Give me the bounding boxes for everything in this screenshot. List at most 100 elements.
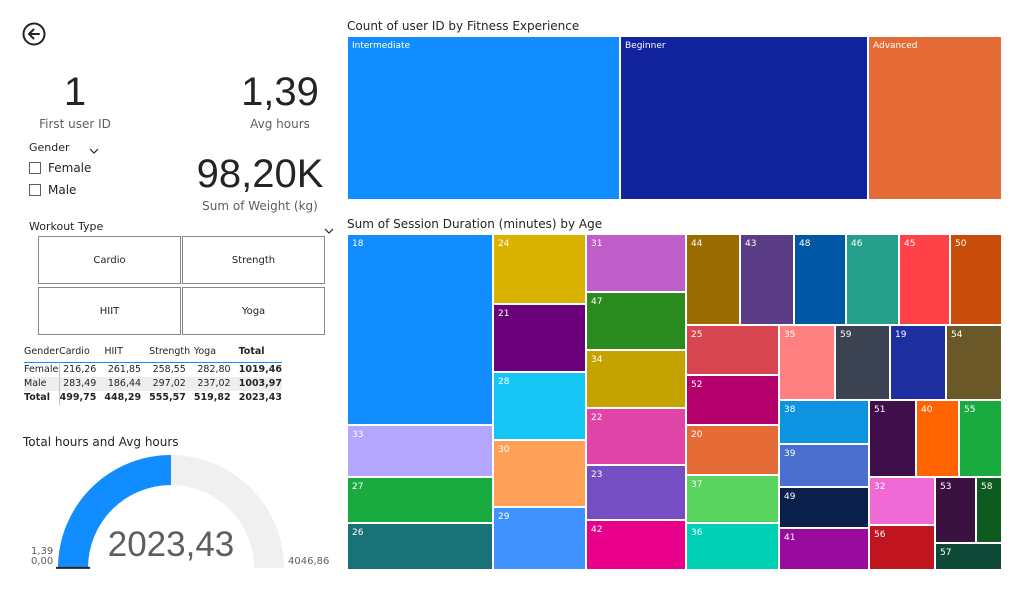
age-cell-42[interactable]: 42 [586, 520, 686, 570]
age-cell-49[interactable]: 49 [779, 487, 869, 528]
gauge-chart[interactable] [55, 452, 287, 570]
treemap-cell-label: 25 [691, 330, 703, 340]
age-cell-37[interactable]: 37 [686, 475, 779, 523]
matrix-cell: 216,26 [63, 364, 97, 376]
treemap-cell-label: 21 [498, 309, 510, 319]
age-cell-19[interactable]: 19 [890, 325, 946, 400]
matrix-cell: 258,55 [152, 364, 186, 376]
age-cell-52[interactable]: 52 [686, 375, 779, 425]
workout-tile-yoga[interactable]: Yoga [182, 287, 325, 335]
sum-weight-value: 98,20K [196, 152, 324, 196]
treemap-cell-label: 51 [874, 405, 886, 415]
age-cell-22[interactable]: 22 [586, 408, 686, 465]
treemap-cell-label: 46 [851, 239, 863, 249]
gauge-min-label: 0,00 [31, 556, 54, 567]
workout-slicer-title: Workout Type [29, 220, 104, 233]
chevron-down-icon[interactable] [323, 221, 335, 234]
matrix-header[interactable]: HIIT [104, 346, 123, 357]
age-cell-48[interactable]: 48 [794, 234, 846, 325]
avg-hours-value: 1,39 [241, 70, 319, 114]
age-cell-26[interactable]: 26 [347, 523, 493, 570]
gender-slicer-title: Gender [29, 141, 70, 154]
first-user-id-label: First user ID [39, 117, 111, 131]
experience-cell-advanced[interactable]: Advanced [868, 36, 1002, 200]
workout-tile-cardio[interactable]: Cardio [38, 236, 181, 284]
checkbox[interactable] [29, 184, 41, 196]
age-cell-24[interactable]: 24 [493, 234, 586, 304]
gender-option-label: Male [48, 183, 77, 197]
avg-hours-label: Avg hours [250, 117, 310, 131]
treemap-cell-label: 27 [352, 482, 364, 492]
age-cell-40[interactable]: 40 [916, 400, 959, 477]
treemap-cell-label: 57 [940, 548, 952, 558]
age-cell-21[interactable]: 21 [493, 304, 586, 372]
age-cell-46[interactable]: 46 [846, 234, 899, 325]
age-cell-18[interactable]: 18 [347, 234, 493, 425]
gender-option-male[interactable]: Male [29, 183, 76, 197]
treemap-cell-label: 24 [498, 239, 510, 249]
treemap-cell-label: 53 [940, 482, 952, 492]
age-cell-39[interactable]: 39 [779, 444, 869, 487]
treemap-cell-label: 31 [591, 239, 603, 249]
treemap-cell-label: 22 [591, 413, 603, 423]
age-cell-44[interactable]: 44 [686, 234, 740, 325]
age-cell-57[interactable]: 57 [935, 543, 1002, 570]
age-cell-32[interactable]: 32 [869, 477, 935, 525]
treemap-cell-label: 23 [591, 470, 603, 480]
treemap-cell-label: 45 [904, 239, 916, 249]
age-cell-35[interactable]: 35 [779, 325, 835, 400]
treemap-cell-label: 29 [498, 512, 510, 522]
treemap-cell-label: 42 [591, 525, 603, 535]
matrix-header[interactable]: Strength [149, 346, 191, 357]
age-cell-53[interactable]: 53 [935, 477, 976, 543]
age-cell-28[interactable]: 28 [493, 372, 586, 440]
checkbox[interactable] [29, 162, 41, 174]
workout-tile-hiit[interactable]: HIIT [38, 287, 181, 335]
back-arrow-icon[interactable] [22, 22, 46, 46]
age-cell-43[interactable]: 43 [740, 234, 794, 325]
gauge-max-label: 4046,86 [288, 556, 330, 567]
age-cell-31[interactable]: 31 [586, 234, 686, 292]
age-cell-23[interactable]: 23 [586, 465, 686, 520]
age-cell-51[interactable]: 51 [869, 400, 916, 477]
age-cell-30[interactable]: 30 [493, 440, 586, 507]
age-cell-47[interactable]: 47 [586, 292, 686, 350]
gender-option-female[interactable]: Female [29, 161, 91, 175]
age-cell-45[interactable]: 45 [899, 234, 950, 325]
gender-option-label: Female [48, 161, 92, 175]
matrix-header[interactable]: Yoga [193, 346, 217, 357]
age-cell-36[interactable]: 36 [686, 523, 779, 570]
gauge-title: Total hours and Avg hours [23, 435, 179, 449]
age-cell-55[interactable]: 55 [959, 400, 1002, 477]
matrix-header[interactable]: Total [238, 346, 265, 357]
gauge-value-label: 2023,43 [107, 525, 235, 564]
age-cell-56[interactable]: 56 [869, 525, 935, 570]
matrix-cell: 2023,43 [238, 392, 282, 403]
age-cell-27[interactable]: 27 [347, 477, 493, 523]
age-cell-59[interactable]: 59 [835, 325, 890, 400]
age-cell-41[interactable]: 41 [779, 528, 869, 570]
age-cell-58[interactable]: 58 [976, 477, 1002, 543]
chevron-down-icon[interactable] [88, 141, 100, 154]
age-cell-50[interactable]: 50 [950, 234, 1002, 325]
matrix-header[interactable]: Cardio [59, 346, 90, 357]
treemap-cell-label: 43 [745, 239, 757, 249]
treemap-cell-label: 49 [784, 492, 796, 502]
treemap-cell-label: 58 [981, 482, 993, 492]
matrix-cell: 1003,97 [238, 378, 282, 389]
workout-tile-strength[interactable]: Strength [182, 236, 325, 284]
age-cell-33[interactable]: 33 [347, 425, 493, 477]
treemap-cell-label: 39 [784, 449, 796, 459]
matrix-header[interactable]: Gender [24, 346, 60, 357]
experience-cell-intermediate[interactable]: Intermediate [347, 36, 620, 200]
experience-cell-beginner[interactable]: Beginner [620, 36, 868, 200]
age-treemap-title: Sum of Session Duration (minutes) by Age [347, 217, 603, 231]
matrix-cell: 499,75 [59, 392, 97, 403]
age-cell-25[interactable]: 25 [686, 325, 779, 375]
treemap-cell-label: 52 [691, 380, 703, 390]
age-cell-54[interactable]: 54 [946, 325, 1002, 400]
age-cell-29[interactable]: 29 [493, 507, 586, 570]
age-cell-34[interactable]: 34 [586, 350, 686, 408]
age-cell-20[interactable]: 20 [686, 425, 779, 475]
age-cell-38[interactable]: 38 [779, 400, 869, 444]
